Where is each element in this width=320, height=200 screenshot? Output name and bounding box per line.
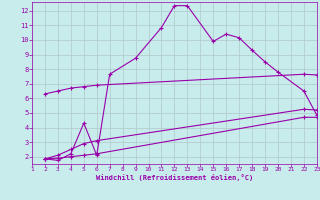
X-axis label: Windchill (Refroidissement éolien,°C): Windchill (Refroidissement éolien,°C): [96, 174, 253, 181]
